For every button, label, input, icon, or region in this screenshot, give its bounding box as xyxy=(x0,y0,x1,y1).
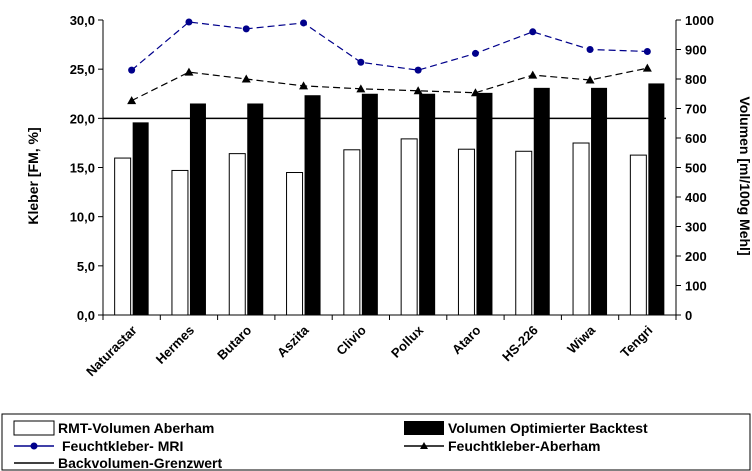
legend-label-threshold: Backvolumen-Grenzwert xyxy=(58,455,222,471)
x-tick-label: Butaro xyxy=(214,322,254,362)
bar-optimized-volumen xyxy=(533,87,550,315)
x-tick-label: Tengri xyxy=(617,323,655,361)
bar-rmt-volumen xyxy=(400,138,418,316)
bar-rmt-volumen xyxy=(629,154,647,316)
x-tick-label: Wiwa xyxy=(564,322,599,357)
y-right-tick-label: 600 xyxy=(685,131,707,146)
feuchtkleber-aberham-point xyxy=(241,74,251,83)
x-tick-label: Ataro xyxy=(449,322,484,357)
y-right-tick-label: 500 xyxy=(685,161,707,176)
x-tick-label: Clivio xyxy=(333,322,369,358)
legend-label-optimized: Volumen Optimierter Backtest xyxy=(448,420,648,436)
bar-optimized-volumen xyxy=(591,87,608,315)
feuchtkleber-mri-point xyxy=(414,66,422,74)
feuchtkleber-aberham-point xyxy=(127,96,137,105)
bar-optimized-volumen xyxy=(476,92,493,316)
bar-rmt-volumen xyxy=(228,153,246,316)
bar-optimized-volumen xyxy=(132,122,149,316)
legend-label-rmt: RMT-Volumen Aberham xyxy=(58,420,214,436)
y-left-tick-label: 20,0 xyxy=(70,111,95,126)
feuchtkleber-mri-point xyxy=(471,49,479,57)
y-left-tick-label: 10,0 xyxy=(70,210,95,225)
x-tick-label: Aszita xyxy=(274,322,312,360)
feuchtkleber-mri-point xyxy=(128,66,136,74)
bar-optimized-volumen xyxy=(304,95,321,315)
bar-optimized-volumen xyxy=(189,103,206,315)
feuchtkleber-aberham-point xyxy=(585,75,595,84)
feuchtkleber-aberham-point xyxy=(642,63,652,72)
legend-swatch-rmt xyxy=(13,420,55,436)
y-right-tick-label: 900 xyxy=(685,43,707,58)
y-right-tick-label: 1000 xyxy=(685,13,714,28)
y-right-tick-label: 100 xyxy=(685,279,707,294)
bar-optimized-volumen xyxy=(247,103,264,315)
bar-optimized-volumen xyxy=(361,93,378,315)
feuchtkleber-mri-point xyxy=(643,47,651,55)
bar-optimized-volumen xyxy=(419,93,436,315)
feuchtkleber-mri-point xyxy=(242,25,250,33)
bar-rmt-volumen xyxy=(114,157,132,316)
bar-rmt-volumen xyxy=(343,149,361,316)
legend-swatch-optimized xyxy=(404,421,444,435)
y-right-tick-label: 200 xyxy=(685,249,707,264)
bar-rmt-volumen xyxy=(515,150,533,316)
bar-rmt-volumen xyxy=(286,172,304,316)
bar-rmt-volumen xyxy=(457,148,475,316)
legend: RMT-Volumen Aberham Volumen Optimierter … xyxy=(1,413,751,471)
y-right-tick-label: 300 xyxy=(685,220,707,235)
legend-marker-aberham xyxy=(420,442,428,449)
x-tick-label: HS-226 xyxy=(499,323,541,365)
feuchtkleber-aberham-point xyxy=(528,70,538,79)
legend-label-aberham: Feuchtkleber-Aberham xyxy=(448,438,600,454)
feuchtkleber-mri-point xyxy=(300,19,308,27)
feuchtkleber-aberham-point xyxy=(299,81,309,90)
feuchtkleber-aberham-point xyxy=(413,86,423,95)
feuchtkleber-aberham-point xyxy=(184,67,194,76)
legend-label-mri: Feuchtkleber- MRI xyxy=(62,438,183,454)
y-left-axis-title: Kleber [FM, %] xyxy=(25,127,41,224)
feuchtkleber-mri-point xyxy=(586,46,594,53)
legend-frame xyxy=(1,413,751,471)
feuchtkleber-mri-point xyxy=(529,28,537,36)
y-right-tick-label: 800 xyxy=(685,72,707,87)
bar-rmt-volumen xyxy=(572,142,590,316)
y-left-tick-label: 30,0 xyxy=(70,13,95,28)
y-left-tick-label: 0,0 xyxy=(77,308,95,323)
feuchtkleber-aberham-line xyxy=(131,67,648,102)
legend-marker-mri xyxy=(30,442,38,450)
feuchtkleber-mri-point xyxy=(357,58,365,66)
bar-optimized-volumen xyxy=(648,83,665,315)
feuchtkleber-aberham-point xyxy=(356,84,366,93)
y-left-tick-label: 15,0 xyxy=(70,161,95,176)
feuchtkleber-aberham-point xyxy=(470,88,480,97)
x-tick-label: Pollux xyxy=(388,322,427,361)
feuchtkleber-mri-line xyxy=(131,21,648,71)
x-tick-label: Hermes xyxy=(153,323,197,367)
y-right-tick-label: 700 xyxy=(685,102,707,117)
y-left-tick-label: 5,0 xyxy=(77,259,95,274)
feuchtkleber-mri-point xyxy=(185,18,193,26)
y-right-tick-label: 0 xyxy=(685,308,692,323)
plot-area: 0,0 5,0 10,0 15,0 20,0 25,0 30,0 0 100 200 300 400 5… xyxy=(70,13,714,379)
bar-rmt-volumen xyxy=(171,169,189,316)
x-tick-label: Naturastar xyxy=(83,323,140,380)
y-left-tick-label: 25,0 xyxy=(70,62,95,77)
y-right-axis-title: Volumen [ml/100g Mehl] xyxy=(737,96,752,255)
y-right-tick-label: 400 xyxy=(685,190,707,205)
